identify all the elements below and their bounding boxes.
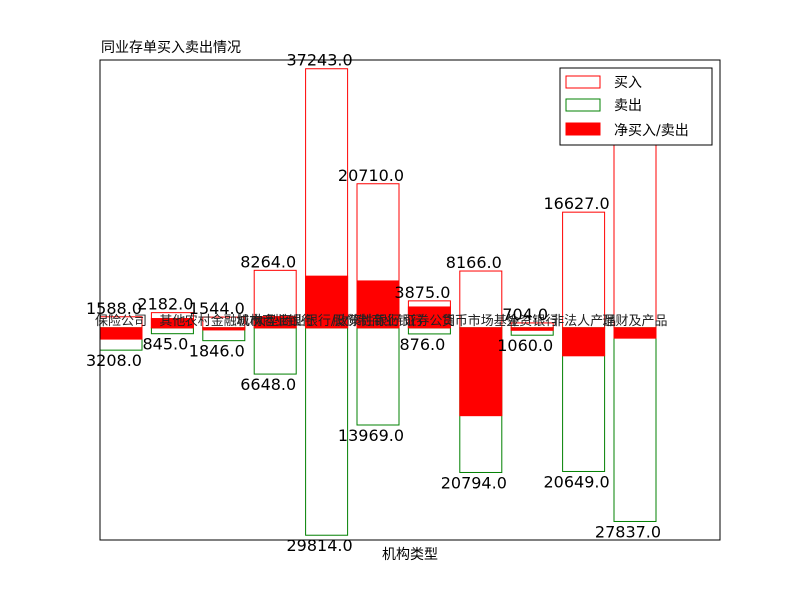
label-buy-6: 3875.0	[394, 283, 450, 302]
category-label-9: 非法人产品	[551, 314, 616, 329]
category-label-5: 股份制商业银行	[332, 314, 423, 329]
legend-swatch-sell	[565, 98, 601, 112]
bar-net-3	[253, 316, 297, 329]
bar-net-1	[150, 318, 194, 329]
bar-net-10	[613, 327, 657, 339]
category-labels: 保险公司 其他 农村金融机构城市商业银行大型商业银行/政策性银行股份制商业银行证券公…	[95, 313, 668, 329]
category-label-0: 保险公司	[95, 314, 147, 329]
category-label-10: 理财及产品	[602, 314, 667, 329]
bar-sell-5	[356, 327, 400, 426]
net-bars	[99, 275, 657, 417]
plot-frame	[99, 59, 721, 541]
bar-net-9	[562, 327, 606, 357]
label-sell-7: 20794.0	[441, 473, 507, 492]
bar-net-0	[99, 327, 143, 340]
label-sell-3: 6648.0	[240, 375, 296, 394]
bar-net-2	[202, 327, 246, 331]
label-buy-5: 20710.0	[338, 166, 404, 185]
legend-swatch-buy	[565, 75, 601, 89]
category-label-1: 其他	[159, 314, 185, 329]
label-buy-7: 8166.0	[446, 253, 502, 272]
x-axis-label: 机构类型	[382, 547, 438, 563]
bar-buy-9	[562, 211, 606, 329]
label-buy-9: 16627.0	[544, 194, 610, 213]
legend-label-net: 净买入/卖出	[614, 123, 689, 139]
category-label-3: 城市商业银行	[236, 313, 314, 329]
legend-label-sell: 卖出	[614, 98, 642, 114]
label-buy-0: 1588.0	[86, 299, 142, 318]
category-label-7: 货币市场基金	[442, 313, 520, 329]
category-label-2: 农村金融机构	[185, 313, 263, 329]
label-sell-10: 27837.0	[595, 522, 661, 541]
category-label-8: 外资银行	[506, 314, 558, 329]
label-buy-3: 8264.0	[240, 252, 296, 271]
label-sell-4: 29814.0	[287, 536, 353, 555]
label-buy-8: 704.0	[502, 305, 548, 324]
bar-sell-10	[613, 327, 657, 522]
label-sell-5: 13969.0	[338, 426, 404, 445]
bar-net-7	[459, 327, 503, 417]
bar-net-6	[407, 306, 451, 329]
label-sell-9: 20649.0	[544, 472, 610, 491]
label-sell-2: 1846.0	[189, 342, 245, 361]
chart-title: 同业存单买入卖出情况	[101, 40, 241, 56]
label-sell-0: 3208.0	[86, 351, 142, 370]
bar-net-5	[356, 280, 400, 329]
label-buy-2: 1544.0	[189, 299, 245, 318]
label-buy-1: 2182.0	[137, 295, 193, 314]
legend: 买入 卖出 净买入/卖出	[559, 67, 713, 146]
legend-label-buy: 买入	[614, 75, 642, 91]
bar-net-4	[305, 275, 349, 329]
label-sell-8: 1060.0	[497, 336, 553, 355]
label-sell-1: 845.0	[142, 335, 188, 354]
bar-sell-3	[253, 327, 297, 375]
bar-net-8	[510, 327, 554, 331]
category-label-6: 证券公司	[403, 313, 455, 329]
legend-swatch-net	[565, 122, 601, 136]
label-sell-6: 876.0	[399, 335, 445, 354]
bar-buy-10	[613, 144, 657, 329]
category-label-4: 大型商业银行/政策性银行	[253, 313, 400, 329]
